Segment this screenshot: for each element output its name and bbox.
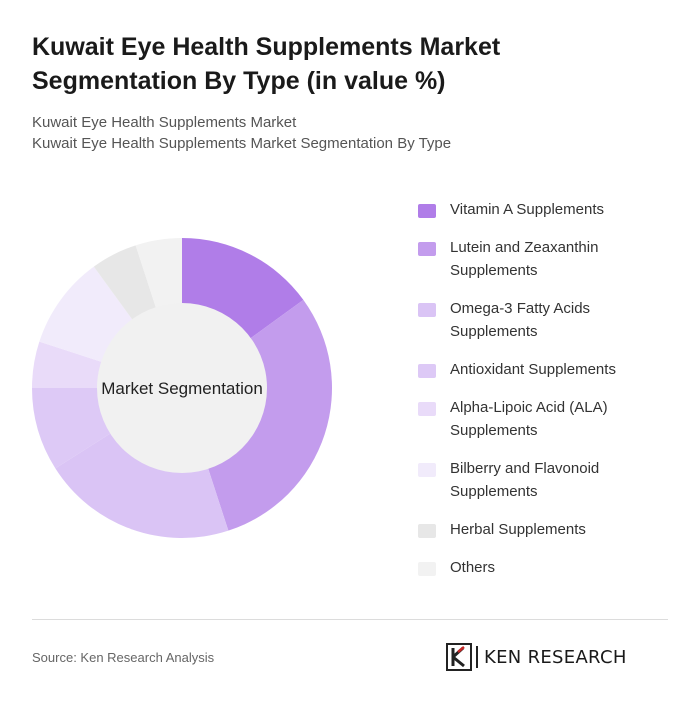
ken-research-logo: KEN RESEARCH: [446, 642, 670, 672]
legend-item: Omega-3 Fatty Acids Supplements: [418, 297, 678, 343]
legend-item: Others: [418, 556, 678, 579]
legend-swatch: [418, 463, 436, 477]
legend-swatch: [418, 303, 436, 317]
legend-item: Lutein and Zeaxanthin Supplements: [418, 236, 678, 282]
legend-label: Herbal Supplements: [450, 521, 586, 538]
legend-swatch: [418, 402, 436, 416]
ken-logo-icon: [446, 643, 472, 671]
legend-item: Herbal Supplements: [418, 518, 678, 541]
legend-label: Others: [450, 559, 496, 576]
chart-title: Kuwait Eye Health Supplements Market Seg…: [32, 33, 501, 95]
footer-divider: [32, 619, 668, 620]
chart-subtitle: Kuwait Eye Health Supplements Market Kuw…: [32, 112, 672, 154]
subtitle-line-1: Kuwait Eye Health Supplements Market: [32, 114, 297, 131]
legend-item: Vitamin A Supplements: [418, 198, 678, 221]
subtitle-line-2: Kuwait Eye Health Supplements Market Seg…: [32, 135, 452, 152]
legend-swatch: [418, 364, 436, 378]
legend: Vitamin A Supplements Lutein and Zeaxanth…: [418, 198, 678, 594]
legend-label: Omega-3 Fatty Acids Supplements: [450, 300, 591, 340]
legend-swatch: [418, 524, 436, 538]
legend-swatch: [418, 562, 436, 576]
legend-item: Antioxidant Supplements: [418, 358, 678, 381]
donut-center: [97, 303, 267, 473]
logo-text: KEN RESEARCH: [484, 646, 627, 668]
legend-swatch: [418, 242, 436, 256]
center-label: Market Segmentation: [101, 379, 263, 398]
legend-label: Alpha-Lipoic Acid (ALA) Supplements: [450, 399, 608, 439]
legend-item: Alpha-Lipoic Acid (ALA) Supplements: [418, 396, 678, 442]
logo-separator: [476, 646, 478, 668]
legend-label: Lutein and Zeaxanthin Supplements: [450, 239, 599, 279]
donut-chart: Market Segmentation: [32, 238, 332, 538]
legend-label: Antioxidant Supplements: [450, 361, 616, 378]
legend-swatch: [418, 204, 436, 218]
legend-label: Vitamin A Supplements: [450, 201, 604, 218]
legend-item: Bilberry and Flavonoid Supplements: [418, 457, 678, 503]
source-note: Source: Ken Research Analysis: [32, 650, 215, 665]
legend-label: Bilberry and Flavonoid Supplements: [450, 460, 600, 500]
